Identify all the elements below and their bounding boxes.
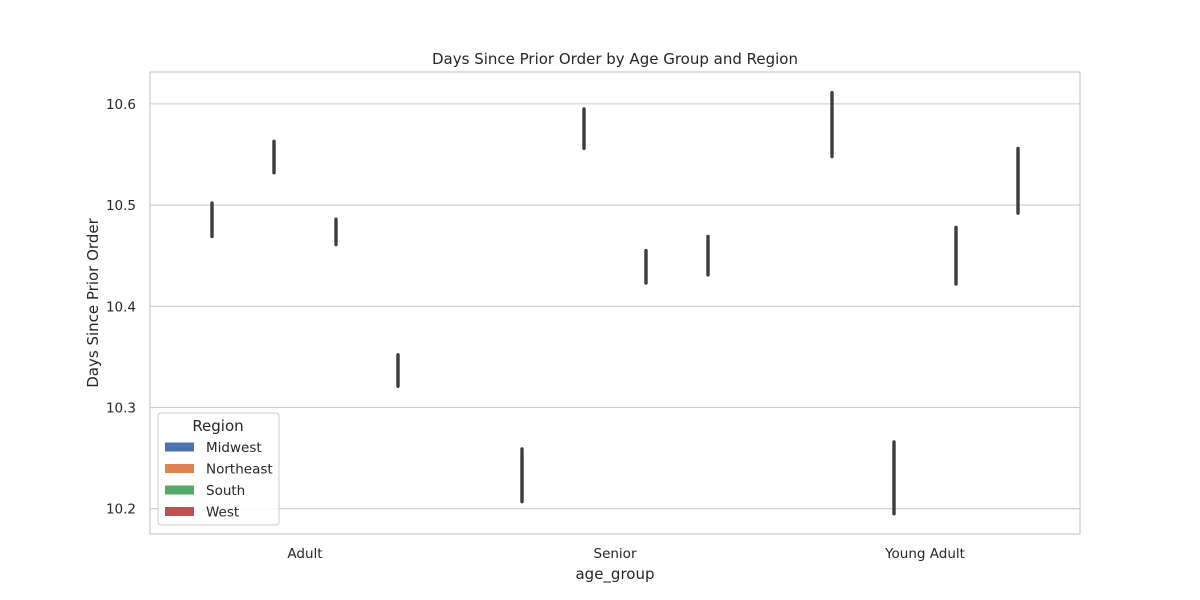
legend-swatch-northeast [165, 464, 194, 473]
legend: Region Midwest Northeast South West [157, 412, 280, 526]
y-gridlines [150, 103, 1080, 510]
chart-title: Days Since Prior Order by Age Group and … [432, 50, 798, 68]
x-tick-label: Young Adult [884, 546, 965, 562]
x-tick-label: Senior [594, 546, 637, 562]
y-tick-label: 10.6 [106, 97, 136, 113]
y-axis-label: Days Since Prior Order [84, 217, 102, 387]
legend-swatch-south [165, 485, 194, 495]
legend-title: Region [192, 417, 243, 435]
plot-frame [149, 71, 1081, 535]
y-tick-label: 10.4 [106, 299, 136, 315]
legend-box [157, 412, 280, 526]
legend-label: Northeast [206, 462, 273, 478]
y-tick-label: 10.2 [106, 502, 136, 518]
legend-label: South [206, 483, 245, 499]
plot-area [210, 91, 1020, 516]
y-tick-label: 10.3 [106, 400, 136, 416]
legend-label: West [206, 505, 239, 521]
x-tick-label: Adult [287, 546, 322, 562]
x-tick-labels: Adult Senior Young Adult [287, 546, 965, 562]
y-tick-labels: 10.2 10.3 10.4 10.5 10.6 [106, 97, 136, 518]
y-tick-label: 10.5 [106, 198, 136, 214]
legend-swatch-west [165, 507, 194, 516]
legend-swatch-midwest [165, 442, 194, 452]
legend-label: Midwest [206, 440, 262, 456]
x-axis-label: age_group [575, 565, 654, 584]
legend-items: Midwest Northeast South West [165, 440, 273, 521]
